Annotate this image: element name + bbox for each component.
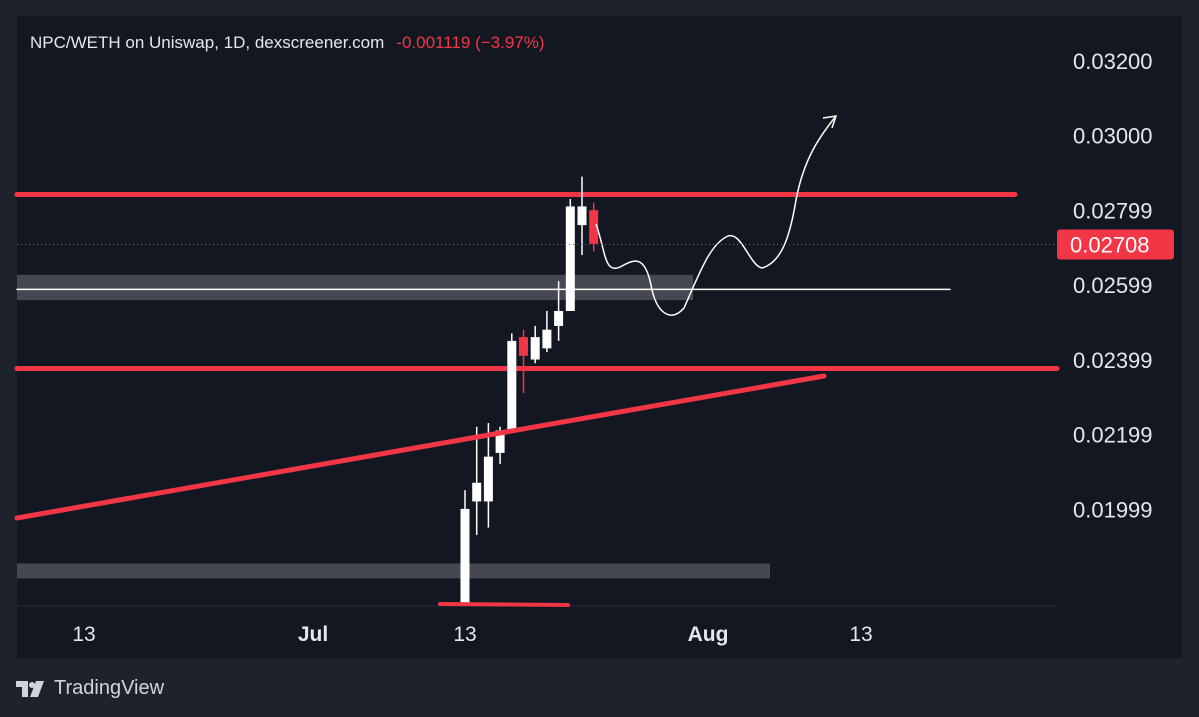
lower-gray-zone (17, 563, 770, 579)
price-change: -0.001119 (−3.97%) (396, 33, 545, 52)
price-tick-label: 0.02399 (1073, 348, 1153, 373)
time-tick-label: 13 (72, 623, 95, 646)
candle-body (554, 311, 564, 326)
symbol-title: NPC/WETH on Uniswap, 1D, dexscreener.com (30, 33, 385, 52)
projection-arrowhead (822, 115, 838, 129)
candles (460, 176, 599, 606)
candle-body (483, 456, 493, 502)
price-axis: 0.03200 0.03000 0.02799 0.02599 0.02399 0.021… (1073, 49, 1153, 522)
candle (519, 329, 528, 394)
candle (577, 176, 587, 255)
time-axis: 13 Jul 13 Aug 13 (72, 623, 872, 646)
candle-body (565, 206, 575, 311)
tradingview-logo-text: TradingView (54, 677, 165, 699)
candle-body (460, 508, 470, 606)
upper-gray-zone (17, 274, 693, 301)
last-price-tag-label: 0.02708 (1070, 233, 1150, 258)
gray-zones (17, 274, 770, 579)
candle (507, 333, 517, 431)
rising-trendline[interactable] (14, 373, 827, 521)
last-price-tag-bg (1057, 229, 1174, 260)
bottom-red-marker (438, 602, 570, 607)
price-tick-label: 0.02599 (1073, 273, 1153, 298)
price-tick-label: 0.01999 (1073, 497, 1153, 522)
time-tick-label: 13 (849, 623, 872, 646)
candle (565, 198, 575, 311)
candle (472, 426, 482, 536)
price-tick-label: 0.03000 (1073, 123, 1153, 148)
candle-body (542, 329, 552, 349)
candle (589, 202, 599, 252)
candle-body (519, 337, 528, 356)
tradingview-logo-icon (16, 680, 44, 697)
time-axis-background (17, 606, 1057, 658)
candle-body (495, 430, 505, 453)
candle-body (472, 482, 482, 502)
candle (483, 423, 493, 528)
price-tick-label: 0.02799 (1073, 199, 1153, 224)
trend-and-projection (14, 115, 838, 607)
candle (460, 490, 470, 606)
projection-path (595, 115, 837, 316)
last-price-tag: 0.02708 (1057, 229, 1174, 260)
time-tick-label: 13 (453, 623, 476, 646)
candle-body (507, 340, 517, 431)
price-axis-background (1057, 16, 1182, 658)
chart-title: NPC/WETH on Uniswap, 1D, dexscreener.com… (30, 33, 545, 53)
candle-body (530, 337, 540, 360)
time-tick-label: Jul (298, 623, 328, 646)
candle (530, 325, 540, 364)
candle-body (577, 206, 587, 226)
candle-body (589, 210, 599, 244)
plot-background (17, 16, 1057, 606)
candle (554, 281, 564, 341)
price-tick-label: 0.02199 (1073, 423, 1153, 448)
candle (542, 311, 552, 353)
price-tick-label: 0.03200 (1073, 49, 1153, 74)
level-lines (14, 191, 1060, 372)
tradingview-logo[interactable]: TradingView (16, 677, 164, 700)
time-tick-label: Aug (688, 623, 729, 646)
